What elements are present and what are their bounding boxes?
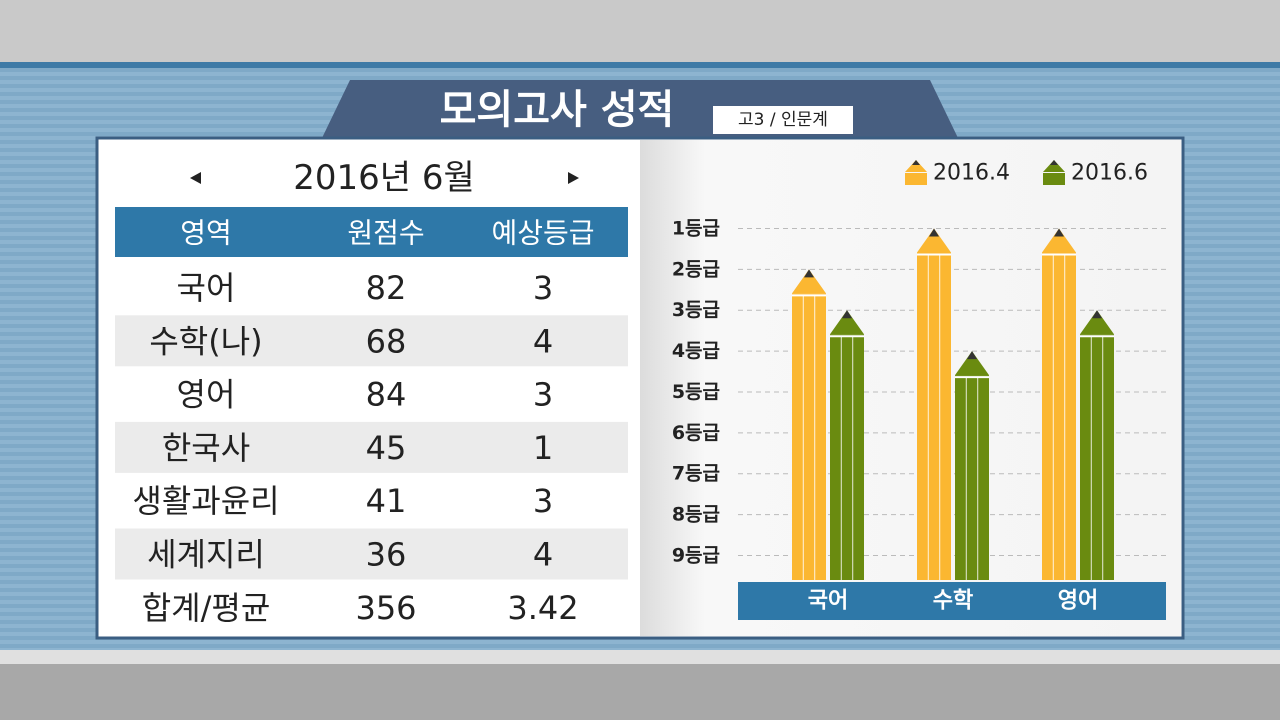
table-cell: 세계지리 (147, 536, 265, 574)
legend-lead (1050, 160, 1058, 165)
pencil-bar (830, 310, 864, 580)
row-bg (115, 528, 628, 580)
legend-body (1043, 173, 1065, 185)
bottom-bar (0, 664, 1280, 720)
next-arrow[interactable] (568, 172, 579, 184)
legend-tip (905, 160, 927, 172)
table-cell: 45 (366, 429, 407, 467)
band-edge (0, 650, 1280, 664)
y-tick-label: 2등급 (672, 258, 720, 280)
column-header: 영역 (180, 217, 232, 250)
table-cell: 3 (533, 482, 553, 520)
x-axis-band (738, 582, 1166, 620)
pencil-tip (955, 351, 989, 376)
table-cell: 3.42 (507, 589, 578, 627)
y-tick-label: 3등급 (672, 299, 720, 321)
y-tick-label: 5등급 (672, 381, 720, 403)
x-tick-label: 영어 (1058, 589, 1098, 614)
y-tick-label: 1등급 (672, 217, 720, 239)
table-cell: 3 (533, 376, 553, 414)
pencil-tip (1080, 310, 1114, 335)
legend-icon (905, 160, 927, 185)
legend-label: 2016.4 (933, 161, 1010, 186)
pencil-body (792, 293, 826, 580)
pencil-body (955, 375, 989, 580)
pencil-body (917, 252, 951, 580)
period: 2016년 6월 (293, 158, 475, 198)
pencil-lead (804, 269, 814, 278)
y-tick-label: 4등급 (672, 340, 720, 362)
band-edge (0, 62, 1280, 68)
table-cell: 1 (533, 429, 553, 467)
table-cell: 3 (533, 269, 553, 307)
pencil-lead (929, 228, 939, 237)
pencil-body (830, 334, 864, 580)
table-cell: 생활과윤리 (132, 482, 279, 520)
pencil-bar (917, 228, 951, 580)
table-header-bg (115, 207, 628, 257)
table-cell: 수학(나) (149, 322, 262, 360)
table-cell: 84 (366, 376, 407, 414)
pencil-bar (792, 269, 826, 580)
column-header: 예상등급 (491, 217, 594, 250)
subtitle-box (713, 106, 853, 134)
pencil-tip (830, 310, 864, 335)
table-cell: 합계/평균 (142, 589, 271, 627)
pencil-tip (792, 269, 826, 294)
pencil-bar (1080, 310, 1114, 580)
y-tick-label: 7등급 (672, 463, 720, 485)
table-cell: 41 (366, 482, 407, 520)
pencil-tip (917, 228, 951, 253)
pencil-bar (955, 351, 989, 580)
pencil-tip (1042, 228, 1076, 253)
table-cell: 82 (366, 269, 407, 307)
legend-lead (912, 160, 920, 165)
table-cell: 국어 (177, 269, 236, 307)
pencil-body (1042, 252, 1076, 580)
table-cell: 356 (355, 589, 416, 627)
pencil-lead (1054, 228, 1064, 237)
pencil-lead (1092, 310, 1102, 319)
table-cell: 4 (533, 322, 553, 360)
row-bg (115, 315, 628, 367)
table-cell: 영어 (177, 376, 236, 414)
legend-body (905, 173, 927, 185)
table-cell: 68 (366, 322, 407, 360)
table-cell: 4 (533, 536, 553, 574)
column-header: 원점수 (347, 217, 424, 250)
legend-tip (1043, 160, 1065, 172)
pencil-lead (842, 310, 852, 319)
pencil-lead (967, 351, 977, 360)
y-tick-label: 9등급 (672, 544, 720, 566)
row-bg (115, 421, 628, 473)
table-cell: 한국사 (162, 429, 250, 467)
legend-icon (1043, 160, 1065, 185)
x-tick-label: 수학 (933, 589, 973, 614)
legend-label: 2016.6 (1071, 161, 1148, 186)
pencil-bar (1042, 228, 1076, 580)
prev-arrow[interactable] (190, 172, 201, 184)
pencil-body (1080, 334, 1114, 580)
x-tick-label: 국어 (808, 589, 848, 614)
title: 모의고사 성적 (440, 87, 675, 133)
subtitle: 고3 / 인문계 (738, 110, 828, 130)
table-cell: 36 (366, 536, 407, 574)
y-tick-label: 6등급 (672, 422, 720, 444)
y-tick-label: 8등급 (672, 504, 720, 526)
